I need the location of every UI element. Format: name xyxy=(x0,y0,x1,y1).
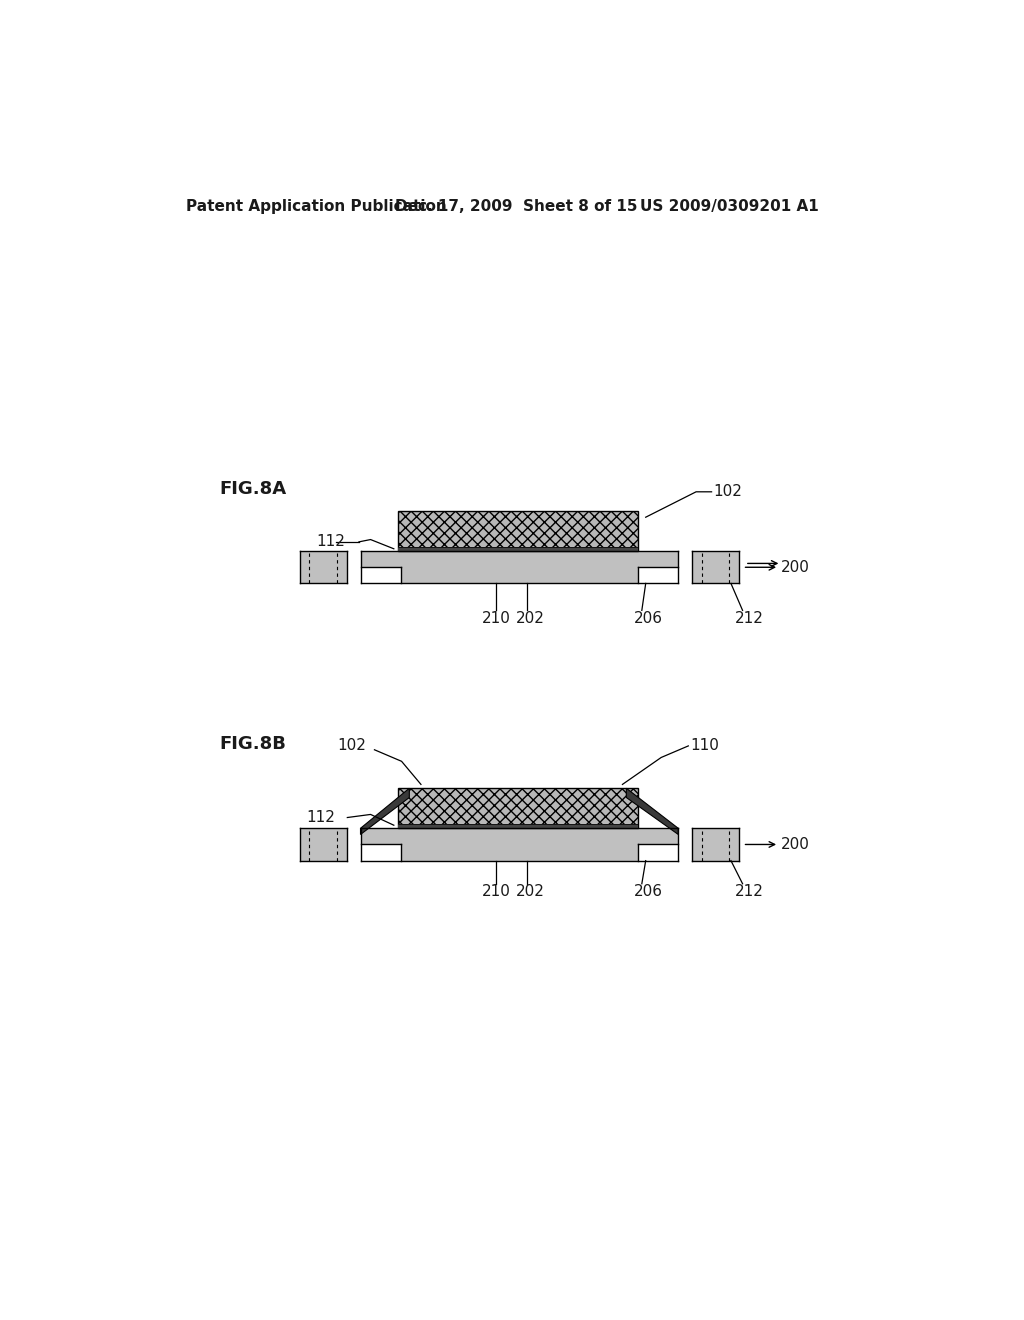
Bar xyxy=(638,843,678,861)
Text: US 2009/0309201 A1: US 2009/0309201 A1 xyxy=(640,198,818,214)
Bar xyxy=(360,566,400,583)
Text: 200: 200 xyxy=(781,560,810,574)
Text: 112: 112 xyxy=(306,810,335,825)
Text: Dec. 17, 2009  Sheet 8 of 15: Dec. 17, 2009 Sheet 8 of 15 xyxy=(395,198,638,214)
Polygon shape xyxy=(360,788,410,834)
Bar xyxy=(638,566,678,583)
Bar xyxy=(692,552,738,583)
Bar xyxy=(397,825,638,829)
Polygon shape xyxy=(627,788,678,834)
Bar xyxy=(360,829,678,861)
Bar xyxy=(360,843,400,861)
Text: 212: 212 xyxy=(735,611,764,626)
Text: 102: 102 xyxy=(713,484,742,499)
Bar xyxy=(360,552,678,583)
Bar xyxy=(397,548,638,552)
Text: 206: 206 xyxy=(634,611,664,626)
Text: Patent Application Publication: Patent Application Publication xyxy=(186,198,446,214)
Bar xyxy=(300,552,346,583)
Text: 202: 202 xyxy=(515,611,545,626)
Bar xyxy=(397,511,638,552)
Text: 102: 102 xyxy=(337,738,367,754)
Text: 210: 210 xyxy=(482,611,511,626)
Text: 112: 112 xyxy=(316,535,345,549)
Text: 206: 206 xyxy=(634,884,664,899)
Text: 110: 110 xyxy=(690,738,719,754)
Text: 212: 212 xyxy=(735,884,764,899)
Text: FIG.8B: FIG.8B xyxy=(219,735,287,752)
Bar xyxy=(300,829,346,861)
Text: FIG.8A: FIG.8A xyxy=(219,480,287,499)
Text: 210: 210 xyxy=(482,884,511,899)
Text: 202: 202 xyxy=(515,884,545,899)
Bar xyxy=(692,829,738,861)
Bar xyxy=(397,788,638,829)
Text: 200: 200 xyxy=(781,837,810,851)
